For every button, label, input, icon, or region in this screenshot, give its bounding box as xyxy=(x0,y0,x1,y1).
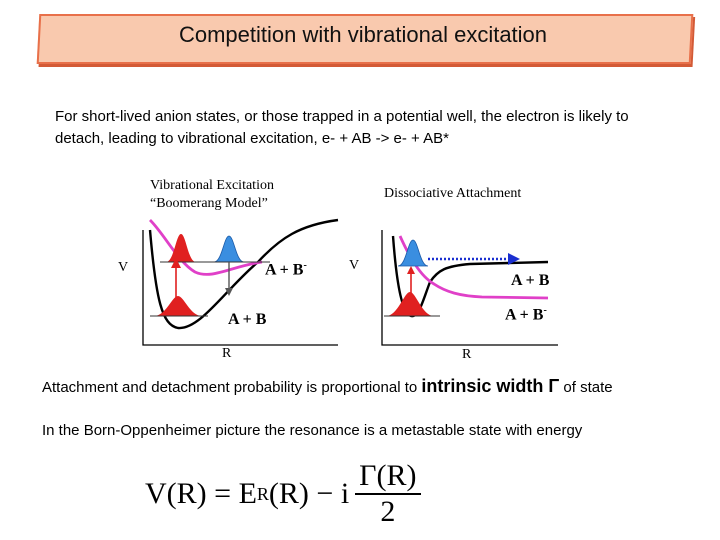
left-v-axis-label: V xyxy=(118,260,129,275)
right-red-packet xyxy=(386,292,434,316)
left-lower-state-label: A + B xyxy=(228,311,267,328)
attachment-statement: Attachment and detachment probability is… xyxy=(42,376,613,396)
right-diagram xyxy=(381,230,558,346)
left-red-packet-upper xyxy=(166,234,196,262)
left-heading-line2: “Boomerang Model” xyxy=(150,196,268,211)
slide-title: Competition with vibrational excitation xyxy=(178,22,548,47)
left-r-axis-label: R xyxy=(222,346,232,361)
right-axes xyxy=(381,230,558,346)
left-neutral-curve xyxy=(148,218,339,330)
left-heading-line1: Vibrational Excitation xyxy=(150,178,274,193)
left-diagram xyxy=(142,218,339,346)
right-upper-state-label: A + B xyxy=(511,272,550,289)
left-axes xyxy=(142,230,338,346)
left-blue-packet xyxy=(213,235,245,263)
left-upper-state-label: A + B- xyxy=(265,260,307,279)
right-blue-packet xyxy=(397,239,429,267)
resonance-equation: V(R) = E R (R) − i Γ(R) 2 xyxy=(145,452,421,536)
intro-paragraph: For short-lived anion states, or those t… xyxy=(55,108,629,147)
right-r-axis-label: R xyxy=(462,347,472,362)
right-v-axis-label: V xyxy=(349,258,360,273)
born-oppenheimer-statement: In the Born-Oppenheimer picture the reso… xyxy=(42,422,583,439)
right-lower-state-label: A + B- xyxy=(505,305,547,324)
right-heading: Dissociative Attachment xyxy=(384,186,522,201)
left-anion-curve xyxy=(149,219,263,276)
left-red-packet-lower xyxy=(154,296,202,316)
